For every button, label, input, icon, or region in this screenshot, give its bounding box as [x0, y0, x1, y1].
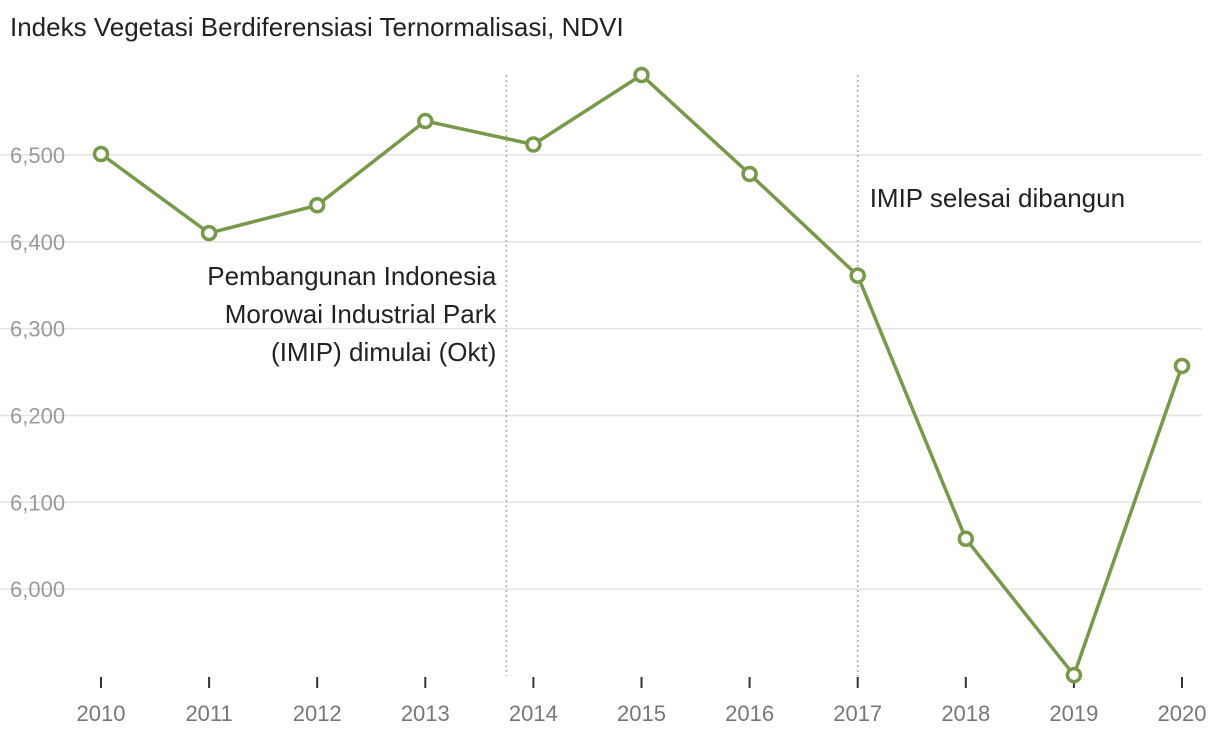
x-tick-label: 2013: [401, 701, 450, 726]
data-point: [525, 136, 542, 153]
data-point: [741, 165, 758, 183]
y-tick-label: 6,000: [10, 577, 65, 602]
x-tick-label: 2015: [617, 701, 666, 726]
x-tick-label: 2017: [833, 701, 882, 726]
x-tick-label: 2018: [941, 701, 990, 726]
annotation-text: (IMIP) dimulai (Okt): [271, 337, 496, 367]
data-point: [1065, 666, 1083, 684]
data-point: [1173, 357, 1191, 375]
series-line: [99, 73, 1184, 677]
data-point: [308, 197, 326, 214]
x-tick-label: 2012: [293, 701, 342, 726]
x-tick-label: 2019: [1049, 701, 1098, 726]
data-point: [633, 66, 650, 84]
y-tick-label: 6,500: [10, 143, 65, 168]
data-point: [417, 112, 434, 130]
data-point: [957, 530, 975, 548]
data-point: [849, 267, 866, 284]
y-tick-label: 6,200: [10, 403, 65, 428]
y-tick-label: 6,100: [10, 490, 65, 515]
annotation-text: IMIP selesai dibangun: [870, 183, 1125, 213]
x-tick-label: 2010: [77, 701, 126, 726]
chart-title: Indeks Vegetasi Berdiferensiasi Ternorma…: [10, 12, 624, 42]
x-tick-label: 2014: [509, 701, 558, 726]
x-tick-label: 2020: [1158, 701, 1207, 726]
annotation-text: Pembangunan Indonesia: [207, 261, 497, 291]
y-tick-label: 6,400: [10, 230, 65, 255]
data-point: [200, 224, 218, 242]
y-tick-label: 6,300: [10, 317, 65, 342]
x-tick-label: 2011: [185, 701, 232, 726]
annotation-text: Morowai Industrial Park: [225, 299, 498, 329]
x-tick-label: 2016: [725, 701, 774, 726]
data-point: [92, 145, 110, 163]
